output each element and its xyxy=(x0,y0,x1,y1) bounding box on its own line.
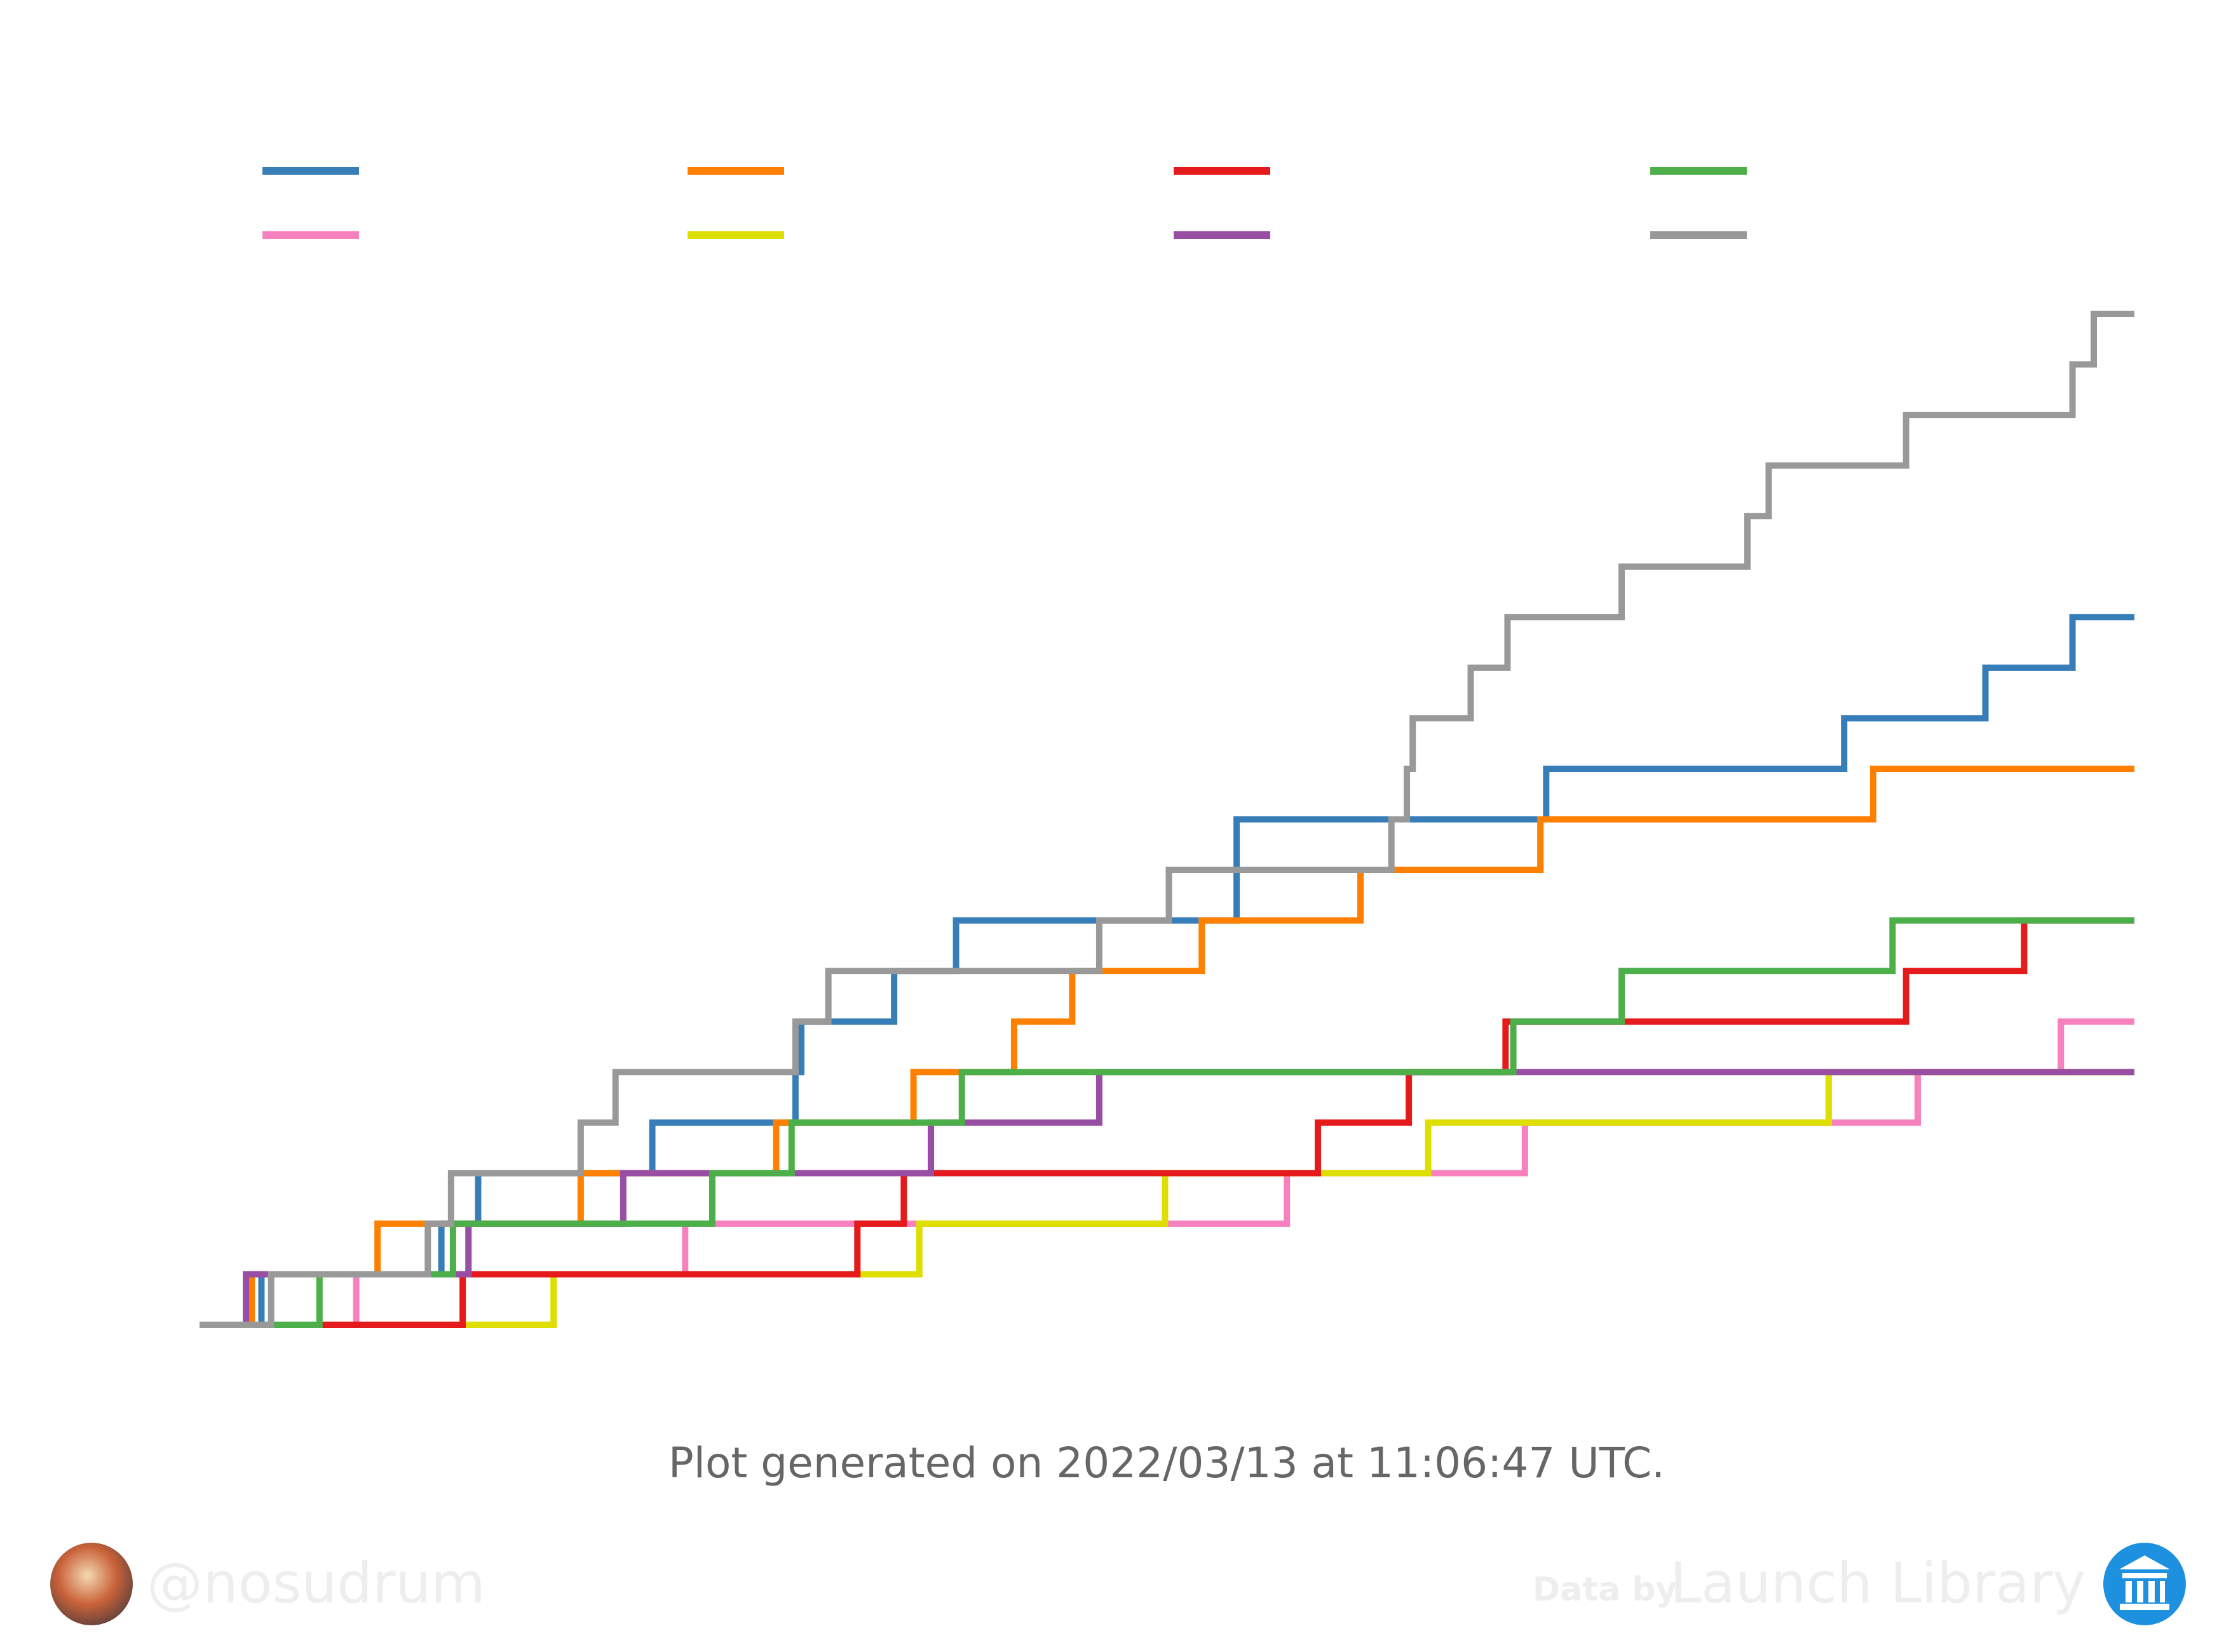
source-logo xyxy=(2103,1543,2186,1625)
source: Launch Library 2 xyxy=(1670,1550,2139,1616)
avatar xyxy=(50,1543,133,1625)
series-line xyxy=(200,765,2134,1328)
handle: @nosudrum xyxy=(147,1550,485,1616)
series-line xyxy=(200,1069,2134,1328)
series-line xyxy=(200,917,2134,1328)
series-line xyxy=(200,311,2134,1328)
caption: Plot generated on 2022/03/13 at 11:06:47… xyxy=(668,1439,1665,1487)
data-by: Data by xyxy=(1533,1571,1677,1609)
series-line xyxy=(200,1069,2134,1328)
